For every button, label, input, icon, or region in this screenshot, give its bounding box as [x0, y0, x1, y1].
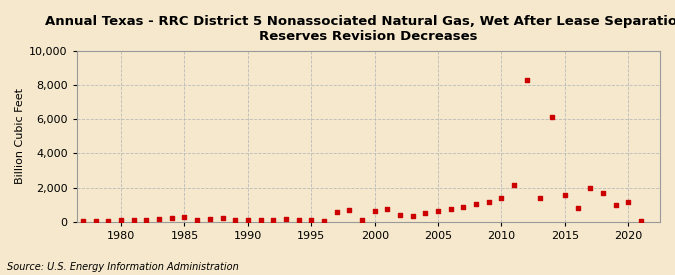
Point: [255, 218, 266, 222]
Point: [344, 208, 355, 212]
Point: [382, 207, 393, 212]
Text: Source: U.S. Energy Information Administration: Source: U.S. Energy Information Administ…: [7, 262, 238, 272]
Point: [636, 219, 647, 223]
Title: Annual Texas - RRC District 5 Nonassociated Natural Gas, Wet After Lease Separat: Annual Texas - RRC District 5 Nonassocia…: [45, 15, 675, 43]
Point: [306, 218, 317, 222]
Point: [268, 217, 279, 222]
Point: [217, 216, 228, 221]
Point: [585, 186, 595, 191]
Point: [319, 219, 329, 223]
Point: [115, 218, 126, 222]
Point: [356, 217, 367, 222]
Point: [407, 213, 418, 218]
Point: [90, 219, 101, 223]
Point: [483, 200, 494, 204]
Point: [78, 219, 88, 224]
Point: [179, 215, 190, 219]
Point: [230, 217, 240, 222]
Point: [470, 202, 481, 206]
Point: [458, 205, 469, 209]
Point: [534, 196, 545, 200]
Point: [597, 191, 608, 195]
Point: [167, 216, 178, 220]
Point: [154, 217, 165, 221]
Point: [293, 218, 304, 222]
Point: [192, 218, 202, 222]
Point: [610, 203, 621, 208]
Point: [446, 207, 456, 211]
Point: [205, 217, 215, 221]
Point: [509, 183, 520, 187]
Point: [433, 209, 443, 214]
Point: [141, 217, 152, 222]
Point: [103, 218, 114, 223]
Point: [331, 210, 342, 214]
Point: [420, 211, 431, 216]
Point: [395, 213, 406, 218]
Point: [496, 196, 507, 200]
Point: [128, 218, 139, 222]
Point: [623, 200, 634, 204]
Point: [369, 209, 380, 214]
Point: [281, 217, 292, 222]
Point: [547, 115, 558, 119]
Point: [522, 78, 533, 82]
Y-axis label: Billion Cubic Feet: Billion Cubic Feet: [15, 89, 25, 185]
Point: [560, 193, 570, 197]
Point: [242, 218, 253, 222]
Point: [572, 205, 583, 210]
